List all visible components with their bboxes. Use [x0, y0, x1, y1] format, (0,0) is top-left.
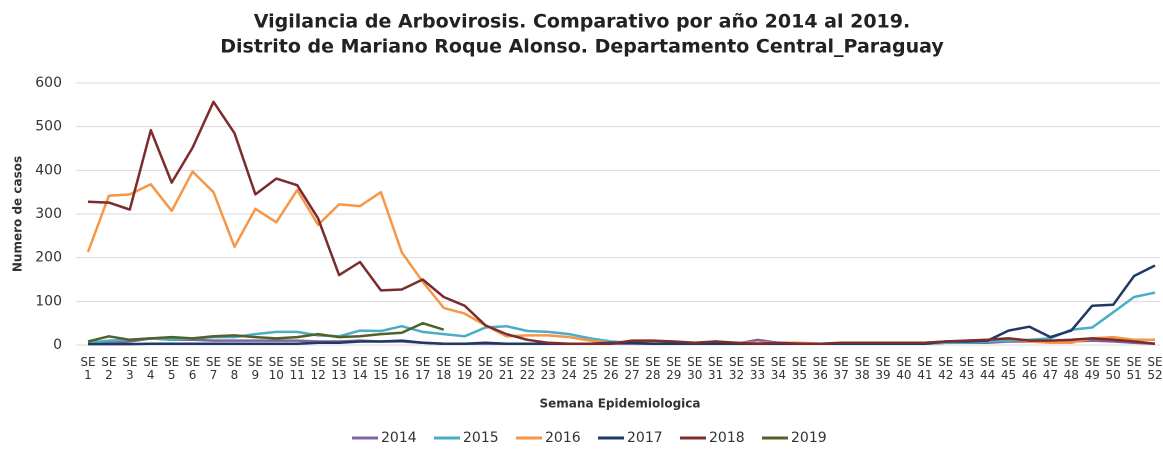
chart-title: Vigilancia de Arbovirosis. Comparativo p… — [254, 11, 910, 33]
legend-label: 2014 — [381, 430, 417, 446]
y-axis-label: Numero de casos — [11, 156, 25, 272]
legend-label: 2018 — [709, 430, 745, 446]
x-tick-label: SE 32 — [728, 355, 745, 382]
x-tick-label: SE 52 — [1147, 355, 1163, 382]
x-tick-label: SE 37 — [833, 355, 849, 382]
x-tick-label: SE 41 — [917, 355, 933, 382]
x-tick-label: SE 31 — [708, 355, 724, 382]
chart-title: Distrito de Mariano Roque Alonso. Depart… — [220, 36, 944, 58]
legend-label: 2015 — [463, 430, 499, 446]
x-tick-label: SE 22 — [519, 355, 535, 382]
x-tick-label: SE 34 — [770, 355, 787, 382]
x-tick-label: SE 40 — [896, 355, 912, 382]
x-tick-label: SE 47 — [1042, 355, 1059, 382]
x-tick-label: SE 21 — [498, 355, 515, 382]
x-tick-label: SE 18 — [436, 355, 452, 382]
y-tick-label: 200 — [35, 250, 62, 266]
x-tick-label: SE 33 — [749, 355, 766, 382]
y-tick-label: 600 — [35, 75, 62, 91]
series-line — [87, 100, 1156, 345]
x-tick-label: SE 14 — [352, 355, 368, 382]
x-tick-label: SE 23 — [540, 355, 556, 382]
x-tick-label: SE 17 — [415, 355, 431, 382]
x-tick-label: SE 26 — [603, 355, 619, 382]
legend-label: 2019 — [791, 430, 827, 446]
x-tick-label: SE 27 — [624, 355, 640, 382]
legend-label: 2017 — [627, 430, 663, 446]
x-tick-label: SE 39 — [875, 355, 891, 382]
x-tick-label: SE 5 — [164, 355, 180, 382]
x-tick-label: SE 30 — [687, 355, 703, 382]
x-tick-label: SE 25 — [582, 355, 598, 382]
x-tick-label: SE 20 — [477, 355, 494, 382]
x-tick-label: SE 42 — [938, 355, 954, 382]
x-tick-label: SE 9 — [247, 355, 263, 382]
x-tick-label: SE 4 — [143, 355, 159, 382]
x-tick-label: SE 24 — [561, 355, 577, 382]
x-tick-label: SE 48 — [1063, 355, 1079, 382]
y-tick-label: 0 — [53, 337, 62, 353]
x-tick-label: SE 10 — [268, 355, 284, 382]
series-line — [87, 321, 445, 343]
x-tick-label: SE 8 — [226, 355, 243, 382]
x-tick-label: SE 13 — [331, 355, 347, 382]
x-tick-label: SE 16 — [394, 355, 410, 382]
x-tick-label: SE 38 — [854, 355, 870, 382]
x-tick-label: SE 1 — [80, 355, 96, 382]
x-tick-label: SE 49 — [1084, 355, 1100, 382]
x-tick-label: SE 35 — [791, 355, 807, 382]
series-line — [88, 264, 1156, 346]
x-tick-label: SE 46 — [1021, 355, 1038, 382]
legend-label: 2016 — [545, 430, 581, 446]
x-tick-label: SE 29 — [666, 355, 682, 382]
x-tick-label: SE 11 — [289, 355, 305, 382]
x-tick-label: SE 15 — [373, 355, 389, 382]
x-tick-label: SE 28 — [645, 355, 661, 382]
x-axis-label: Semana Epidemiologica — [540, 397, 701, 411]
x-tick-label: SE 45 — [1000, 355, 1017, 382]
x-tick-label: SE 50 — [1105, 355, 1121, 382]
x-tick-label: SE 12 — [310, 355, 326, 382]
x-tick-label: SE 51 — [1126, 355, 1142, 382]
x-tick-label: SE 2 — [101, 355, 117, 382]
x-tick-label: SE 43 — [959, 355, 975, 382]
x-tick-label: SE 36 — [812, 355, 828, 382]
x-tick-label: SE 7 — [205, 355, 222, 382]
y-tick-label: 400 — [35, 162, 62, 178]
y-tick-label: 100 — [35, 293, 62, 309]
x-tick-label: SE 6 — [184, 355, 201, 382]
y-tick-label: 500 — [35, 119, 62, 135]
x-tick-label: SE 19 — [456, 355, 473, 382]
x-tick-label: SE 44 — [979, 355, 996, 382]
y-tick-label: 300 — [35, 206, 62, 222]
x-tick-label: SE 3 — [122, 355, 138, 382]
